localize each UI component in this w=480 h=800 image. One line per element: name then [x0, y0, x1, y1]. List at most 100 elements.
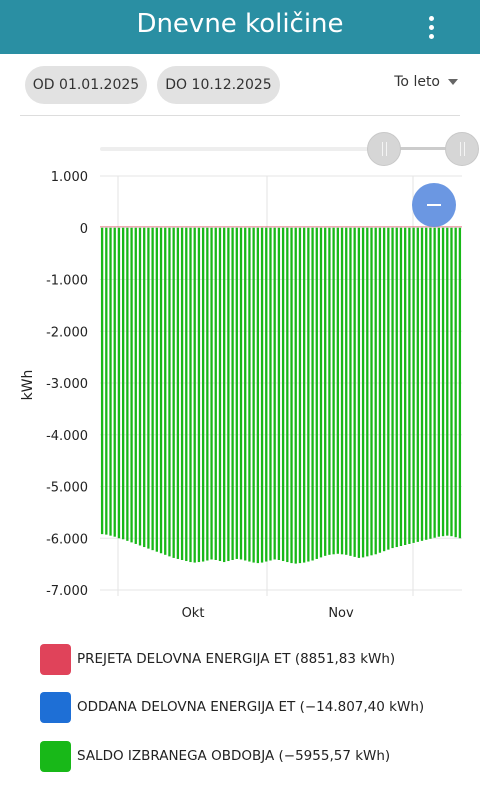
bar [450, 227, 453, 537]
bar [302, 227, 306, 563]
y-tick-label: -6.000 [46, 532, 88, 547]
bar [454, 227, 457, 538]
bar [197, 227, 201, 563]
bar [180, 227, 184, 560]
bar [193, 227, 196, 563]
bar [286, 227, 289, 563]
y-tick-label: -2.000 [46, 325, 88, 340]
bar [319, 227, 323, 558]
bar [404, 227, 407, 545]
app-bar: Dnevne količine [0, 0, 480, 54]
bar [155, 227, 158, 552]
bar [340, 227, 344, 555]
bar [231, 227, 234, 560]
bar [206, 227, 209, 561]
page-title: Dnevne količine [136, 9, 344, 39]
range-end-handle[interactable] [445, 132, 479, 166]
bar [121, 227, 125, 540]
x-tick-label: Nov [328, 606, 354, 621]
x-axis: Okt Nov [182, 606, 354, 621]
bar [290, 227, 293, 564]
bar [349, 227, 352, 556]
bar [395, 227, 398, 548]
y-tick-label: -4.000 [46, 429, 88, 444]
bar [235, 227, 238, 559]
bar [201, 227, 205, 562]
bar [345, 227, 348, 555]
bar [260, 227, 264, 563]
legend-item-received: PREJETA DELOVNA ENERGIJA ET (8851,83 kWh… [40, 643, 395, 675]
bar [294, 227, 297, 564]
legend-swatch-delivered [40, 691, 71, 723]
bar [420, 227, 424, 541]
bar [176, 227, 180, 559]
bar [164, 227, 167, 555]
y-axis-label: kWh [20, 370, 36, 401]
bar [210, 227, 213, 560]
bar [252, 227, 255, 563]
bar [433, 227, 436, 538]
bar [265, 227, 268, 562]
bar [189, 227, 192, 563]
bar [113, 227, 116, 537]
bar [256, 227, 260, 564]
bar [126, 227, 129, 541]
bar [147, 227, 150, 549]
zoom-out-button[interactable] [412, 183, 456, 227]
bar [370, 227, 373, 556]
to-date-button[interactable]: DO 10.12.2025 [157, 66, 280, 104]
bar [143, 227, 146, 548]
bar [248, 227, 251, 562]
y-tick-label: -1.000 [46, 274, 88, 289]
x-tick-label: Okt [182, 606, 205, 621]
bar [172, 227, 175, 558]
bar [315, 227, 318, 559]
bar [227, 227, 230, 562]
bar [273, 227, 276, 560]
bar [366, 227, 369, 557]
range-selection [400, 147, 448, 150]
bar [332, 227, 335, 555]
bar [324, 227, 327, 556]
bar [239, 227, 243, 560]
y-tick-label: 0 [80, 222, 88, 237]
y-tick-label: -5.000 [46, 481, 88, 496]
bar [391, 227, 394, 549]
period-label: To leto [394, 74, 440, 90]
bar [269, 227, 272, 561]
bar [416, 227, 419, 542]
bar [399, 227, 403, 547]
bar [138, 227, 142, 546]
bar [151, 227, 154, 551]
period-dropdown[interactable]: To leto [394, 74, 458, 90]
range-track [100, 147, 370, 151]
bar [168, 227, 171, 557]
from-date-button[interactable]: OD 01.01.2025 [25, 66, 147, 104]
bar [244, 227, 247, 561]
energy-chart: 1.000 0 -1.000 -2.000 -3.000 -4.000 -5.000 -6.0… [20, 170, 462, 621]
legend-swatch-received [40, 643, 71, 675]
bar [105, 227, 108, 535]
bar [185, 227, 188, 562]
y-tick-label: -7.000 [46, 584, 88, 599]
bar [100, 227, 104, 535]
range-start-handle[interactable] [367, 132, 401, 166]
bar [277, 227, 281, 560]
bar [223, 227, 226, 563]
bar [130, 227, 133, 543]
bar [336, 227, 339, 554]
bar [429, 227, 432, 539]
bar [281, 227, 285, 562]
bar [218, 227, 222, 562]
legend-item-delivered: ODDANA DELOVNA ENERGIJA ET (−14.807,40 k… [40, 691, 424, 723]
bar [441, 227, 445, 537]
y-tick-label: 1.000 [51, 170, 88, 185]
bar [425, 227, 428, 540]
bar [353, 227, 356, 557]
legend-swatch-balance [40, 740, 71, 772]
legend-label-balance: SALDO IZBRANEGA OBDOBJA (−5955,57 kWh) [77, 748, 391, 764]
more-vert-icon[interactable] [420, 9, 442, 45]
bar [298, 227, 302, 564]
y-axis: 1.000 0 -1.000 -2.000 -3.000 -4.000 -5.000 -6.0… [46, 170, 88, 599]
bar [446, 227, 449, 536]
